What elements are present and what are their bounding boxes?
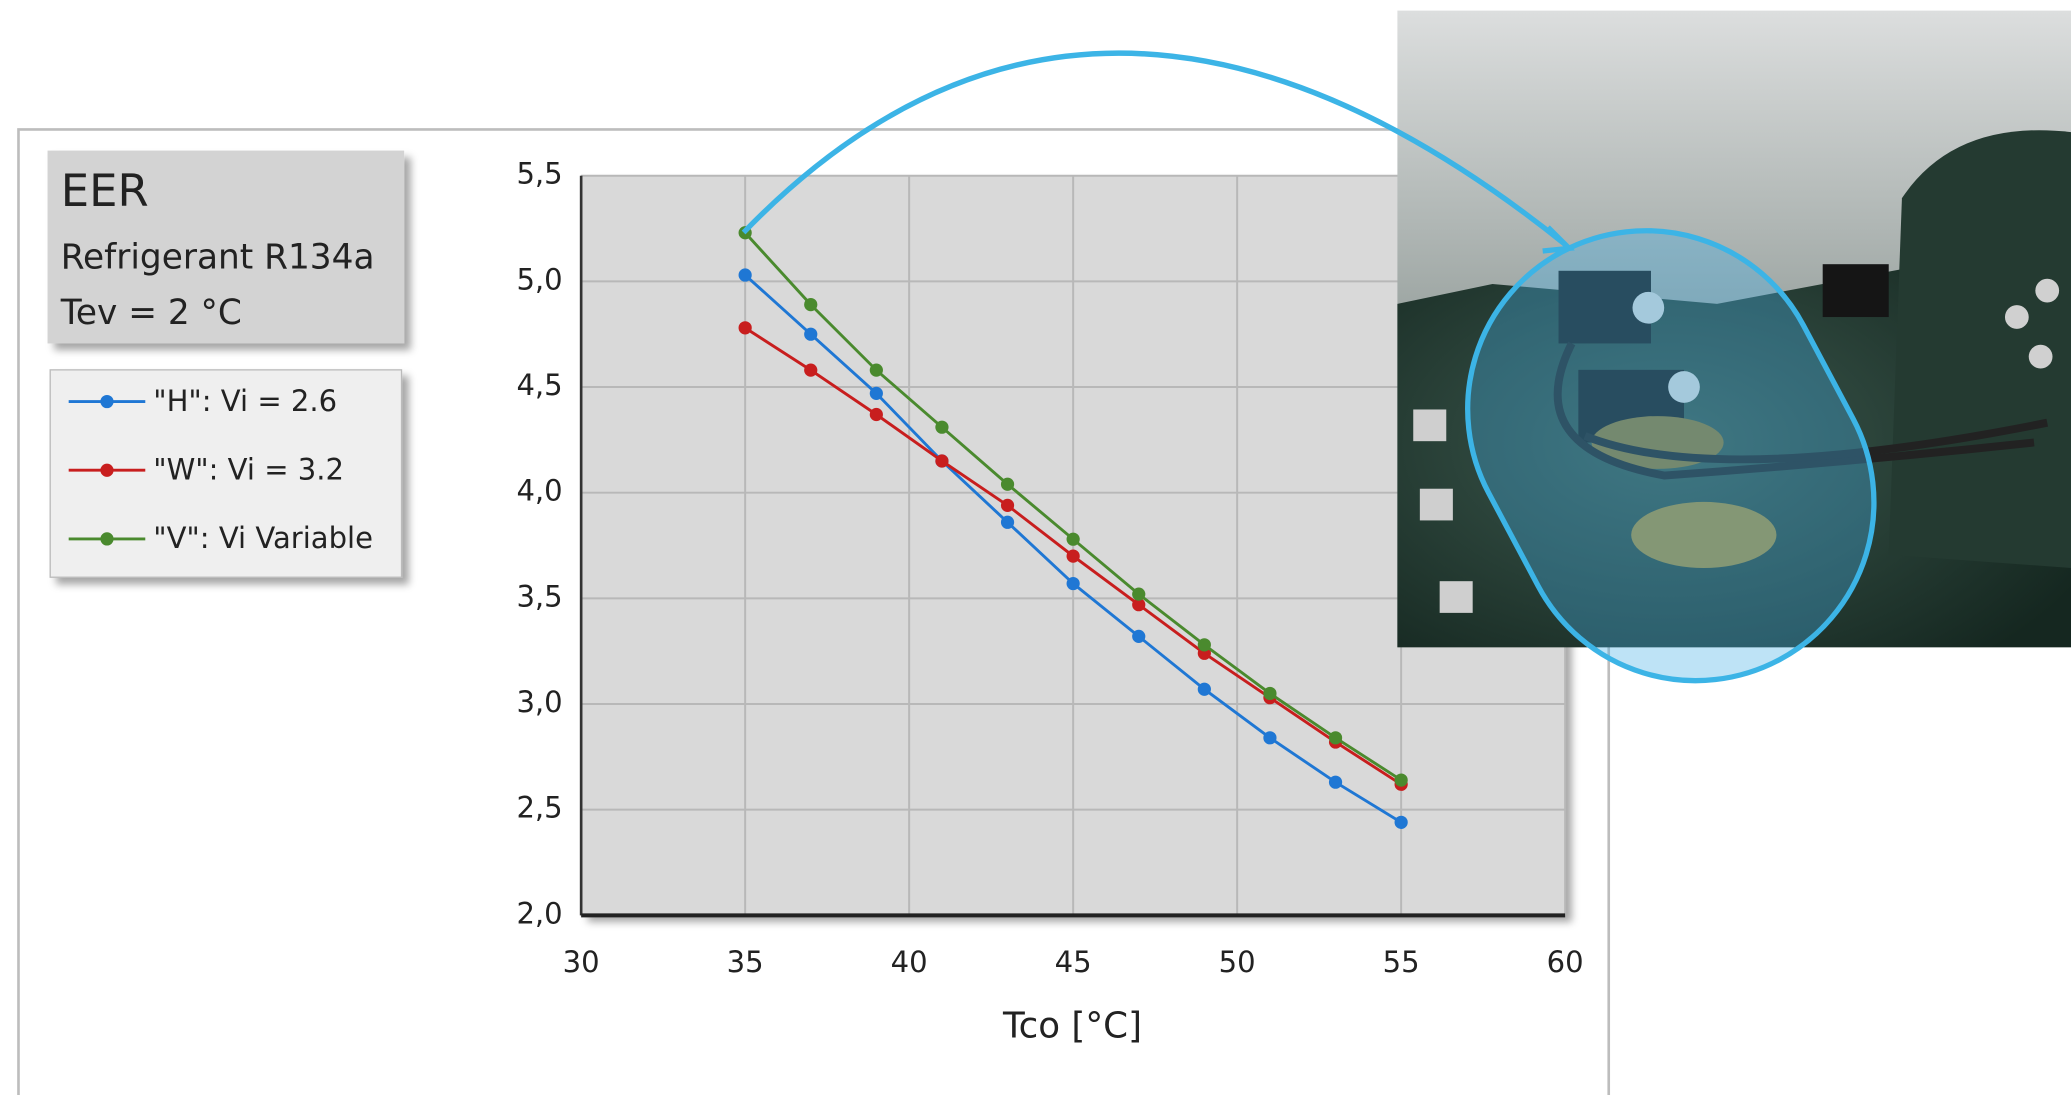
sensor-cap xyxy=(1632,291,1665,324)
bolt xyxy=(1439,581,1473,613)
data-point xyxy=(804,363,818,377)
data-point xyxy=(1263,731,1277,745)
legend-label: "V": Vi Variable xyxy=(153,521,373,555)
bolt xyxy=(2028,344,2053,369)
bolt xyxy=(2035,278,2060,303)
x-tick-label: 50 xyxy=(1219,945,1256,979)
photo xyxy=(1397,10,2071,684)
y-tick-label: 3,0 xyxy=(516,685,562,719)
data-point xyxy=(1132,629,1146,643)
y-tick-label: 2,5 xyxy=(516,791,562,825)
y-tick-label: 2,0 xyxy=(516,896,562,930)
x-tick-label: 45 xyxy=(1055,945,1092,979)
data-point xyxy=(738,321,752,335)
data-point xyxy=(1197,682,1211,696)
data-point xyxy=(935,454,949,468)
chart-title: EER xyxy=(61,164,149,217)
data-point xyxy=(1328,775,1343,789)
legend-marker xyxy=(100,394,114,409)
flange xyxy=(1631,501,1777,568)
legend-marker xyxy=(100,532,114,546)
data-point xyxy=(1066,576,1080,591)
x-tick-label: 55 xyxy=(1383,945,1420,979)
data-point xyxy=(1132,598,1146,612)
valve xyxy=(1822,264,1889,318)
data-point xyxy=(1132,587,1146,601)
annotation: Tev = 2 °C xyxy=(60,293,242,333)
legend-label: "H": Vi = 2.6 xyxy=(153,384,337,418)
legend-label: "W": Vi = 3.2 xyxy=(153,453,344,487)
bolt xyxy=(2004,305,2029,329)
cable xyxy=(1553,341,2035,480)
data-point xyxy=(1066,549,1080,563)
subtitle: Refrigerant R134a xyxy=(61,237,375,277)
x-axis-label: Tco [°C] xyxy=(1002,1006,1142,1047)
data-point xyxy=(1000,498,1015,512)
data-point xyxy=(869,363,883,377)
x-tick-label: 40 xyxy=(891,945,928,979)
y-tick-label: 4,0 xyxy=(516,474,562,508)
data-point xyxy=(804,298,818,312)
cable xyxy=(1583,418,2049,464)
bolt xyxy=(1419,488,1453,521)
sensor-cap xyxy=(1668,371,1700,403)
y-tick-label: 5,5 xyxy=(516,157,562,191)
data-point xyxy=(1263,686,1277,701)
compressor-housing xyxy=(1888,130,2071,568)
data-point xyxy=(1197,638,1211,652)
data-point xyxy=(1394,815,1408,829)
plot: 2,0 2,5 3,0 3,5 4,0 4,5 5,0 5,5 30 35 40 45 50 55 60 xyxy=(516,157,1583,980)
data-point xyxy=(804,327,818,341)
bolt xyxy=(1413,409,1447,442)
legend-marker xyxy=(100,463,114,477)
x-tick-label: 60 xyxy=(1547,945,1584,979)
x-tick-label: 30 xyxy=(563,945,600,979)
data-point xyxy=(1394,773,1408,787)
y-tick-label: 4,5 xyxy=(516,368,562,402)
arrowhead xyxy=(1542,225,1575,254)
y-tick-label: 5,0 xyxy=(516,262,562,296)
data-point xyxy=(869,407,883,422)
data-point xyxy=(869,386,883,400)
data-point xyxy=(1000,477,1015,491)
data-point xyxy=(738,268,752,282)
x-tick-label: 35 xyxy=(727,945,764,979)
y-tick-label: 3,5 xyxy=(516,579,562,613)
data-point xyxy=(1066,532,1080,546)
data-point xyxy=(1000,515,1015,529)
data-point xyxy=(1328,731,1343,745)
arrow xyxy=(741,50,1567,247)
data-point xyxy=(935,420,949,434)
title-box xyxy=(47,150,405,344)
